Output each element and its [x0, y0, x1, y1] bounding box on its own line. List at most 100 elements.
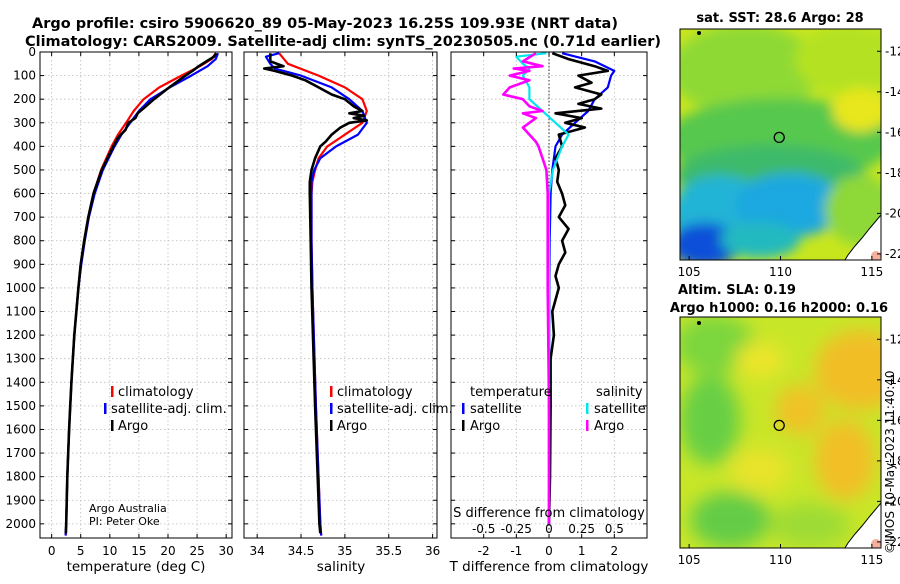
coast-marker — [871, 539, 881, 548]
map-y-tick-label: -20 — [885, 494, 900, 508]
map-x-tick-label: 115 — [860, 553, 883, 567]
y-tick-label: 1500 — [5, 399, 36, 413]
map-x-tick-label: 105 — [678, 265, 701, 279]
difference-panel: -2 -1 0 1 2 -0.5 -0.25 0 0.25 0.5 S difference f… — [449, 51, 649, 575]
y-tick-label: 1700 — [5, 446, 36, 460]
x-tick-label: 34.5 — [288, 544, 315, 558]
temperature-panel: 0100200300400500600700800900100011001200… — [5, 45, 233, 575]
x2-tick-label: -0.5 — [472, 522, 495, 536]
salinity-axes-frame — [243, 51, 438, 539]
salinity-xlabel: salinity — [317, 559, 365, 575]
y-tick-label: 800 — [13, 234, 36, 248]
difference-legend-temperature: temperature satellite Argo — [462, 385, 552, 434]
float-location-marker — [773, 419, 785, 432]
y-tick-label: 500 — [13, 163, 36, 177]
map-y-tick-label: -12 — [885, 44, 900, 58]
x-tick-label: 1 — [578, 544, 586, 558]
float-location-marker — [773, 131, 785, 144]
difference-xlabel: T difference from climatology — [449, 559, 649, 575]
legend-swatch-argo — [111, 420, 114, 431]
x2-tick-label: 0.25 — [568, 522, 595, 536]
map-y-tick-label: -12 — [885, 332, 900, 346]
legend-swatch-satellite — [104, 403, 107, 414]
temperature-xlabel: temperature (deg C) — [67, 559, 206, 575]
salinity-panel: 34 34.5 35 35.5 36 salinity climatology sate… — [243, 51, 453, 575]
y-tick-label: 2000 — [5, 517, 36, 531]
legend-label-t-argo: Argo — [470, 419, 500, 434]
sla-field — [680, 317, 881, 548]
y-tick-label: 1300 — [5, 352, 36, 366]
coast-marker — [871, 251, 881, 260]
x2-tick-label: -0.25 — [501, 522, 532, 536]
sla-map-title-line1: Altim. SLA: 0.19 — [678, 283, 796, 298]
map-y-tick-label: -16 — [885, 413, 900, 427]
x-tick-label: 34 — [250, 544, 265, 558]
legend-label-satellite: satellite-adj. clim. — [111, 402, 227, 417]
x-tick-label: 25 — [189, 544, 204, 558]
legend-swatch-climatology — [330, 386, 333, 397]
map-y-tick-label: -22 — [885, 247, 900, 261]
y-tick-label: 1800 — [5, 470, 36, 484]
y-tick-label: 300 — [13, 116, 36, 130]
series-line-s-argo — [501, 52, 551, 524]
x-tick-label: 36 — [425, 544, 440, 558]
y-tick-label: 100 — [13, 69, 36, 83]
timestamp-stamp: ©IMOS 10-May-2023 11:40:40 — [883, 370, 897, 554]
legend-label-s-argo: Argo — [594, 419, 624, 434]
legend-swatch-s-satellite — [586, 403, 589, 414]
sla-map: Altim. SLA: 0.19 Argo h1000: 0.16 h2000:… — [670, 283, 900, 567]
map-x-tick-label: 110 — [769, 553, 792, 567]
x-tick-label: 10 — [102, 544, 117, 558]
legend-label-argo: Argo — [118, 419, 148, 434]
x-tick-label: 30 — [219, 544, 234, 558]
coastline — [844, 502, 881, 548]
series-line-satellite-adj-clim- — [64, 52, 220, 536]
y-tick-label: 1900 — [5, 493, 36, 507]
legend-label-climatology: climatology — [118, 385, 194, 400]
x-tick-label: 35.5 — [375, 544, 402, 558]
x-tick-label: 5 — [77, 544, 85, 558]
difference-x2label: S difference from climatology — [453, 506, 645, 521]
map-x-tick-label: 110 — [769, 265, 792, 279]
legend-label-s-satellite: satellite — [594, 402, 646, 417]
sst-map-title: sat. SST: 28.6 Argo: 28 — [696, 11, 863, 26]
temperature-axes-frame — [39, 51, 233, 539]
x-tick-label: 15 — [131, 544, 146, 558]
legend-label-climatology: climatology — [337, 385, 413, 400]
y-tick-label: 1200 — [5, 328, 36, 342]
y-tick-label: 700 — [13, 210, 36, 224]
x-tick-label: 0 — [545, 544, 553, 558]
map-y-tick-label: -16 — [885, 125, 900, 139]
difference-legend-salinity: salinity satellite Argo — [586, 385, 646, 434]
x-tick-label: 0 — [48, 544, 56, 558]
x-tick-label: 20 — [160, 544, 175, 558]
map-y-tick-label: -22 — [885, 535, 900, 549]
map-y-tick-label: -20 — [885, 206, 900, 220]
legend-heading-temperature: temperature — [470, 385, 552, 400]
sla-map-title-line2: Argo h1000: 0.16 h2000: 0.16 — [670, 301, 888, 316]
y-tick-label: 1000 — [5, 281, 36, 295]
y-tick-label: 900 — [13, 257, 36, 271]
legend-label-t-satellite: satellite — [470, 402, 522, 417]
y-tick-label: 1100 — [5, 305, 36, 319]
legend-label-satellite: satellite-adj. clim. — [337, 402, 453, 417]
y-tick-label: 400 — [13, 139, 36, 153]
title-line-2: Climatology: CARS2009. Satellite-adj cli… — [25, 34, 661, 50]
salinity-legend: climatology satellite-adj. clim. Argo — [330, 385, 453, 434]
series-line-climatology — [278, 52, 368, 536]
legend-heading-salinity: salinity — [596, 385, 643, 400]
legend-swatch-s-argo — [586, 420, 589, 431]
temperature-legend: climatology satellite-adj. clim. Argo — [104, 385, 227, 434]
series-line-argo — [262, 53, 369, 534]
x-tick-label: 35 — [337, 544, 352, 558]
legend-swatch-t-argo — [462, 420, 465, 431]
sst-field — [680, 29, 881, 260]
x-tick-label: -1 — [510, 544, 522, 558]
y-tick-label: 0 — [28, 45, 36, 59]
credit-org: Argo Australia — [89, 502, 167, 515]
x2-tick-label: 0.5 — [605, 522, 624, 536]
map-y-tick-label: -14 — [885, 85, 900, 99]
legend-label-argo: Argo — [337, 419, 367, 434]
island-dot — [697, 321, 701, 325]
